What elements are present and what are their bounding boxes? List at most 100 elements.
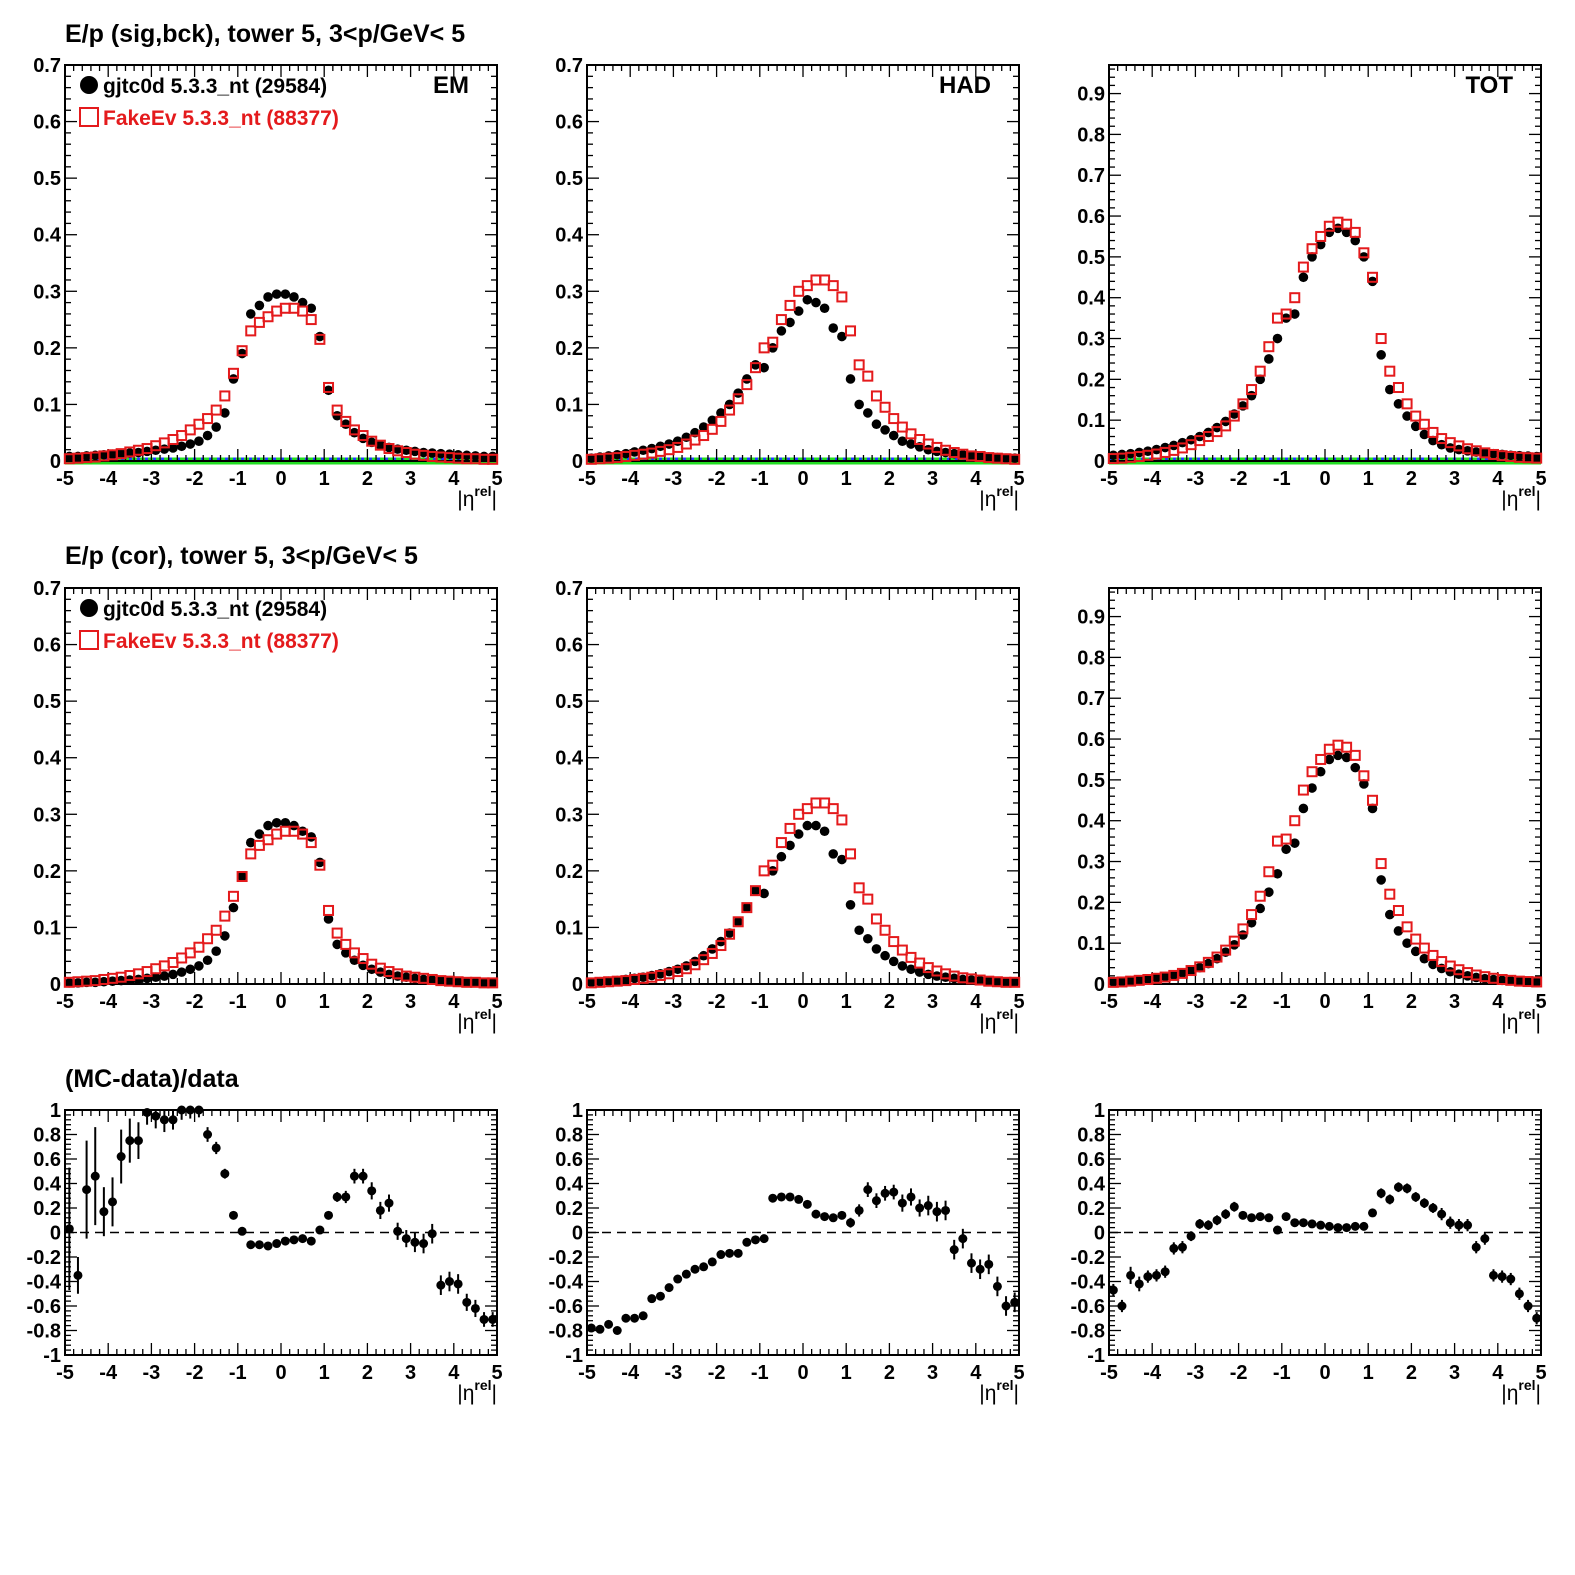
x-tick-label: -1 <box>229 1362 247 1384</box>
data-point <box>690 1264 700 1274</box>
data-point <box>880 425 890 435</box>
x-tick-label: 1 <box>841 468 852 490</box>
data-point <box>854 1205 864 1215</box>
data-point <box>1203 1220 1213 1230</box>
mc-point <box>896 421 908 433</box>
data-point <box>237 1226 247 1236</box>
data-point <box>923 444 934 455</box>
x-axis-label-bar: | <box>492 1011 497 1034</box>
data-point <box>1419 953 1430 964</box>
y-tick-label: 0.4 <box>1077 1174 1106 1196</box>
mc-point <box>1410 410 1422 422</box>
mc-point <box>819 274 831 286</box>
x-tick-label: -1 <box>229 468 247 490</box>
y-tick-label: 0.1 <box>33 917 61 939</box>
data-point <box>1117 976 1127 987</box>
mc-point <box>227 890 239 902</box>
y-tick-label: -0.2 <box>27 1247 61 1269</box>
y-tick-label: -0.8 <box>549 1321 583 1343</box>
data-point <box>966 451 977 461</box>
data-point <box>203 1130 213 1139</box>
data-point <box>375 1205 385 1215</box>
data-point <box>1134 1279 1144 1289</box>
data-point <box>837 331 847 342</box>
mc-point <box>836 814 848 826</box>
data-point <box>776 1192 786 1202</box>
mc-point <box>724 404 736 416</box>
data-point <box>1264 887 1274 897</box>
data-point <box>906 964 916 975</box>
mc-point <box>905 951 917 963</box>
plot-frame <box>1108 64 1542 462</box>
mc-point <box>879 401 891 413</box>
data-point <box>897 436 908 447</box>
y-tick-label: 0.3 <box>555 804 583 826</box>
x-tick-label: 3 <box>405 468 416 490</box>
mc-point <box>487 453 499 465</box>
data-point <box>116 1152 126 1162</box>
x-axis-label: |ηrel| <box>979 1006 1019 1034</box>
y-tick-label: 0.5 <box>33 168 61 190</box>
data-point <box>664 439 674 449</box>
y-tick-label: 0.6 <box>33 1149 61 1171</box>
x-tick-label: 5 <box>1535 991 1546 1013</box>
y-tick-label: 0.5 <box>1077 247 1105 269</box>
legend-marker-mc <box>79 630 99 650</box>
y-tick-label: 0.5 <box>555 691 583 713</box>
data-point <box>367 1186 377 1196</box>
data-point <box>1350 235 1361 246</box>
data-point <box>272 1239 282 1249</box>
data-point <box>1246 917 1257 928</box>
y-tick-label: 0.2 <box>555 861 583 883</box>
data-point <box>586 1323 596 1333</box>
data-point <box>966 1258 976 1268</box>
data-point <box>410 1237 420 1247</box>
mc-point <box>1315 230 1327 242</box>
data-point <box>1531 977 1542 987</box>
y-tick-label: 0.2 <box>33 338 61 360</box>
y-tick-label: 1 <box>1094 1100 1105 1122</box>
mc-point <box>1220 944 1232 956</box>
data-point <box>793 829 804 839</box>
data-point <box>880 1188 890 1198</box>
data-point <box>185 964 196 975</box>
mc-point <box>853 882 865 894</box>
data-point <box>819 826 830 837</box>
y-tick-label: 0.2 <box>1077 369 1105 391</box>
y-tick-label: 0.4 <box>1077 811 1106 833</box>
y-tick-label: -0.2 <box>549 1247 583 1269</box>
data-point <box>932 1207 942 1217</box>
y-tick-label: 0.6 <box>555 112 583 134</box>
mc-point <box>888 936 900 948</box>
y-tick-label: 0 <box>50 1223 61 1245</box>
data-point <box>975 451 985 462</box>
data-point <box>289 820 299 831</box>
data-point <box>246 1240 256 1250</box>
x-axis-label-bar: | <box>1014 1011 1019 1034</box>
x-tick-label: -2 <box>708 468 726 490</box>
x-tick-label: -2 <box>1230 1362 1248 1384</box>
data-point <box>1523 976 1533 987</box>
data-point <box>871 1196 881 1206</box>
data-point <box>1001 1301 1011 1311</box>
mc-point <box>1228 410 1240 422</box>
legend-marker-data <box>80 599 98 617</box>
x-axis-label-bar: | <box>1014 488 1019 511</box>
data-point <box>923 1201 933 1211</box>
x-tick-label: 3 <box>927 991 938 1013</box>
data-point <box>1385 1194 1395 1204</box>
x-tick-label: -5 <box>578 468 596 490</box>
mc-point <box>219 390 231 402</box>
mc-point <box>801 803 813 815</box>
x-tick-label: -3 <box>1187 468 1205 490</box>
x-axis-label: |ηrel| <box>457 483 497 511</box>
data-point <box>194 961 204 971</box>
data-point <box>332 410 342 421</box>
mc-point <box>1410 933 1422 945</box>
x-tick-label: -1 <box>751 1362 769 1384</box>
mc-point <box>1306 243 1318 255</box>
data-point <box>863 1185 873 1195</box>
data-point <box>888 956 899 967</box>
y-tick-label: 0.4 <box>555 225 584 247</box>
